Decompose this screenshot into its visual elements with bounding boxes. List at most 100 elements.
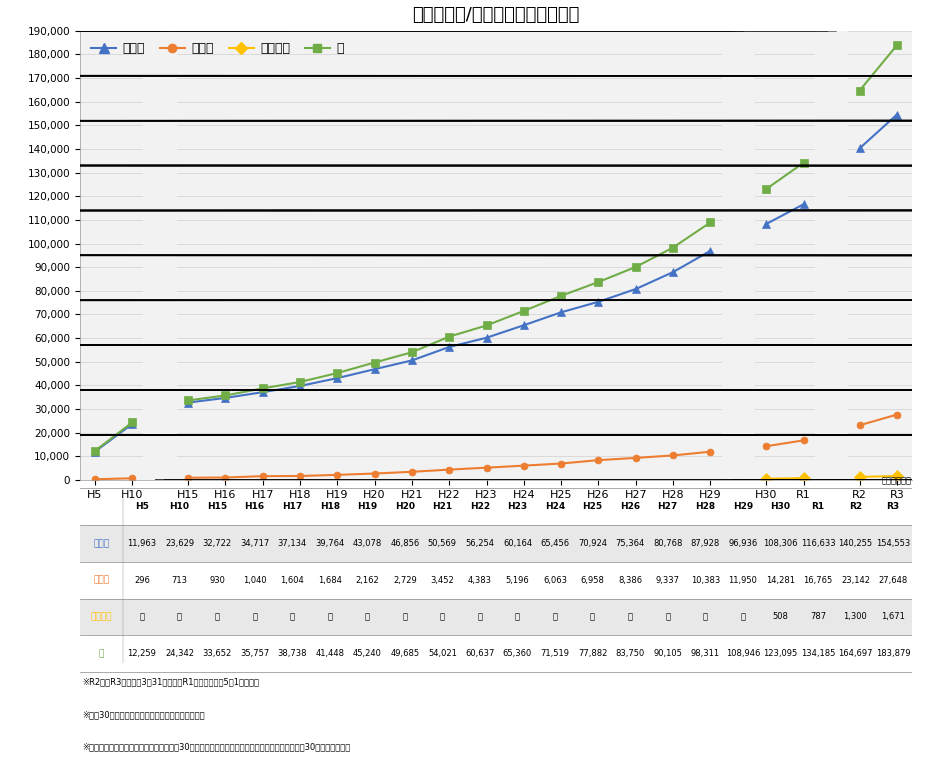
Text: 8,386: 8,386: [619, 576, 642, 584]
Text: －: －: [252, 612, 258, 621]
Text: 60,637: 60,637: [465, 649, 494, 658]
中学校: [127, 474, 138, 483]
Text: 5,196: 5,196: [506, 576, 529, 584]
Text: －: －: [553, 612, 557, 621]
Text: H10: H10: [169, 502, 190, 511]
Text: 1,671: 1,671: [881, 612, 905, 621]
Text: H29: H29: [732, 502, 753, 511]
Text: 24,342: 24,342: [165, 649, 194, 658]
Bar: [80, 635, 912, 672]
Text: 計: 計: [99, 649, 104, 658]
Text: 2,162: 2,162: [355, 576, 379, 584]
Text: 23,142: 23,142: [841, 576, 870, 584]
Bar: [722, 31, 755, 480]
Text: H28: H28: [696, 502, 715, 511]
Text: R2: R2: [849, 502, 862, 511]
Text: －: －: [139, 612, 145, 621]
Text: ※R2及びR3の数字は3月31日時点。R1以前は各年度5月1日時点。: ※R2及びR3の数字は3月31日時点。R1以前は各年度5月1日時点。: [83, 678, 259, 687]
Text: 90,105: 90,105: [653, 649, 682, 658]
Text: 33,652: 33,652: [202, 649, 231, 658]
Text: 87,928: 87,928: [691, 539, 720, 548]
Text: 77,882: 77,882: [578, 649, 607, 658]
Text: 39,764: 39,764: [315, 539, 344, 548]
Text: 60,164: 60,164: [503, 539, 532, 548]
Text: H17: H17: [282, 502, 303, 511]
Bar: [80, 562, 912, 598]
Text: 4,383: 4,383: [468, 576, 492, 584]
Text: 49,685: 49,685: [390, 649, 419, 658]
Text: 16,765: 16,765: [804, 576, 833, 584]
Text: －: －: [666, 612, 670, 621]
Text: 108,306: 108,306: [763, 539, 798, 548]
Text: 6,958: 6,958: [581, 576, 604, 584]
Bar: [80, 598, 912, 635]
Line: 小学校: 小学校: [90, 420, 136, 456]
Text: －: －: [703, 612, 708, 621]
Text: H26: H26: [620, 502, 640, 511]
高等学校: [798, 474, 809, 483]
Text: 1,040: 1,040: [243, 576, 266, 584]
Text: 43,078: 43,078: [352, 539, 382, 548]
Text: 27,648: 27,648: [878, 576, 908, 584]
Text: 96,936: 96,936: [728, 539, 758, 548]
Line: 高等学校: 高等学校: [762, 474, 807, 483]
Bar: [143, 31, 177, 480]
Text: 140,255: 140,255: [838, 539, 872, 548]
Text: 70,924: 70,924: [578, 539, 607, 548]
Text: －: －: [515, 612, 520, 621]
Text: 183,879: 183,879: [876, 649, 910, 658]
Text: H22: H22: [470, 502, 490, 511]
Text: 35,757: 35,757: [240, 649, 269, 658]
Text: H24: H24: [545, 502, 565, 511]
Text: 10,383: 10,383: [691, 576, 720, 584]
Text: －: －: [590, 612, 595, 621]
Text: H5: H5: [135, 502, 149, 511]
Text: 50,569: 50,569: [428, 539, 457, 548]
Text: 108,946: 108,946: [726, 649, 760, 658]
Text: 9,337: 9,337: [656, 576, 680, 584]
Text: 65,456: 65,456: [540, 539, 570, 548]
Text: 6,063: 6,063: [543, 576, 567, 584]
Text: －: －: [741, 612, 745, 621]
Bar: [815, 31, 849, 480]
Text: 2,729: 2,729: [393, 576, 416, 584]
Text: 41,448: 41,448: [315, 649, 344, 658]
Text: 小学校: 小学校: [93, 539, 110, 548]
Text: 930: 930: [209, 576, 225, 584]
Text: 713: 713: [171, 576, 187, 584]
Text: 154,553: 154,553: [876, 539, 910, 548]
Text: 164,697: 164,697: [838, 649, 872, 658]
Title: 【学校種別/小・中・高等学校計】: 【学校種別/小・中・高等学校計】: [412, 5, 580, 24]
Text: 98,311: 98,311: [691, 649, 720, 658]
Text: H27: H27: [658, 502, 678, 511]
Text: 32,722: 32,722: [202, 539, 231, 548]
Text: －: －: [628, 612, 633, 621]
計: [127, 418, 138, 427]
Line: 計: 計: [90, 418, 136, 455]
Text: 46,856: 46,856: [390, 539, 419, 548]
Text: 11,963: 11,963: [128, 539, 156, 548]
Text: 1,684: 1,684: [318, 576, 341, 584]
Text: 54,021: 54,021: [428, 649, 457, 658]
Text: ※平成30年度から、国立・私立学校を含めて調査。: ※平成30年度から、国立・私立学校を含めて調査。: [83, 710, 205, 719]
Text: －: －: [478, 612, 482, 621]
Text: 787: 787: [810, 612, 826, 621]
Text: 116,633: 116,633: [801, 539, 836, 548]
Text: －: －: [327, 612, 332, 621]
小学校: [127, 420, 138, 429]
Text: 123,095: 123,095: [763, 649, 797, 658]
Text: 37,134: 37,134: [277, 539, 306, 548]
Text: H25: H25: [583, 502, 603, 511]
Text: H20: H20: [395, 502, 415, 511]
Text: 38,738: 38,738: [277, 649, 306, 658]
Legend: 小学校, 中学校, 高等学校, 計: 小学校, 中学校, 高等学校, 計: [86, 37, 349, 60]
Text: 高等学校: 高等学校: [91, 612, 112, 621]
Text: －: －: [177, 612, 182, 621]
Text: 71,519: 71,519: [540, 649, 570, 658]
Text: －: －: [290, 612, 294, 621]
Text: 83,750: 83,750: [616, 649, 645, 658]
Text: －: －: [214, 612, 220, 621]
Text: （単位：名）: （単位：名）: [882, 477, 912, 486]
中学校: [89, 474, 101, 484]
Text: R3: R3: [886, 502, 900, 511]
